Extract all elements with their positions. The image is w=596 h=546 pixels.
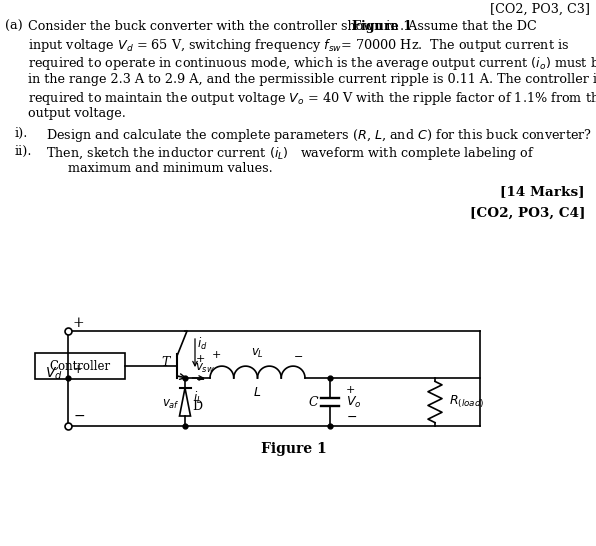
Text: input voltage $V_d$ = 65 V, switching frequency $f_{sw}$= 70000 Hz.  The output : input voltage $V_d$ = 65 V, switching fr… xyxy=(28,38,569,55)
Text: output voltage.: output voltage. xyxy=(28,108,126,121)
Text: +: + xyxy=(73,316,85,330)
Text: . Assume that the DC: . Assume that the DC xyxy=(400,20,537,33)
Text: $V_o$: $V_o$ xyxy=(346,394,362,410)
Text: Controller: Controller xyxy=(49,359,111,372)
Text: Design and calculate the complete parameters ($R$, $L$, and $C$) for this buck c: Design and calculate the complete parame… xyxy=(46,127,592,144)
Text: ii).: ii). xyxy=(15,145,33,157)
Text: (a): (a) xyxy=(5,20,23,33)
Text: required to operate in continuous mode, which is the average output current $(i_: required to operate in continuous mode, … xyxy=(28,55,596,72)
Text: [CO2, PO3, C3]: [CO2, PO3, C3] xyxy=(490,3,590,16)
Text: C: C xyxy=(308,395,318,408)
FancyBboxPatch shape xyxy=(35,353,125,379)
Text: $v_{af}$: $v_{af}$ xyxy=(162,397,180,411)
Text: $-$: $-$ xyxy=(73,408,85,422)
Text: [CO2, PO3, C4]: [CO2, PO3, C4] xyxy=(470,207,585,220)
Text: Consider the buck converter with the controller shown in: Consider the buck converter with the con… xyxy=(28,20,402,33)
Text: +: + xyxy=(212,350,221,360)
Text: in the range 2.3 A to 2.9 A, and the permissible current ripple is 0.11 A. The c: in the range 2.3 A to 2.9 A, and the per… xyxy=(28,73,596,86)
Text: maximum and minimum values.: maximum and minimum values. xyxy=(68,162,273,175)
Text: $v_L$: $v_L$ xyxy=(251,347,264,360)
Text: $-$: $-$ xyxy=(293,350,303,360)
Text: $-$: $-$ xyxy=(195,373,205,383)
Text: $V_d$: $V_d$ xyxy=(45,365,63,382)
Text: $i_d$: $i_d$ xyxy=(197,336,207,352)
Text: +: + xyxy=(346,385,355,395)
Text: i).: i). xyxy=(15,127,29,140)
Text: Figure 1: Figure 1 xyxy=(352,20,412,33)
Text: D: D xyxy=(193,400,203,412)
Text: $i_L$: $i_L$ xyxy=(193,390,202,406)
Text: Figure 1: Figure 1 xyxy=(261,442,327,456)
Text: $R_{(load)}$: $R_{(load)}$ xyxy=(449,394,485,410)
Text: $L$: $L$ xyxy=(253,386,262,399)
Text: +: + xyxy=(73,363,83,376)
Text: $+$: $+$ xyxy=(195,353,205,364)
Text: T: T xyxy=(161,356,169,369)
Text: Then, sketch the inductor current $(i_L)$   waveform with complete labeling of: Then, sketch the inductor current $(i_L)… xyxy=(46,145,535,162)
Text: [14 Marks]: [14 Marks] xyxy=(501,186,585,199)
Text: $-$: $-$ xyxy=(346,410,357,423)
Text: $v_{sw}$: $v_{sw}$ xyxy=(195,361,215,375)
Text: required to maintain the output voltage $V_o$ = 40 V with the ripple factor of 1: required to maintain the output voltage … xyxy=(28,90,596,107)
